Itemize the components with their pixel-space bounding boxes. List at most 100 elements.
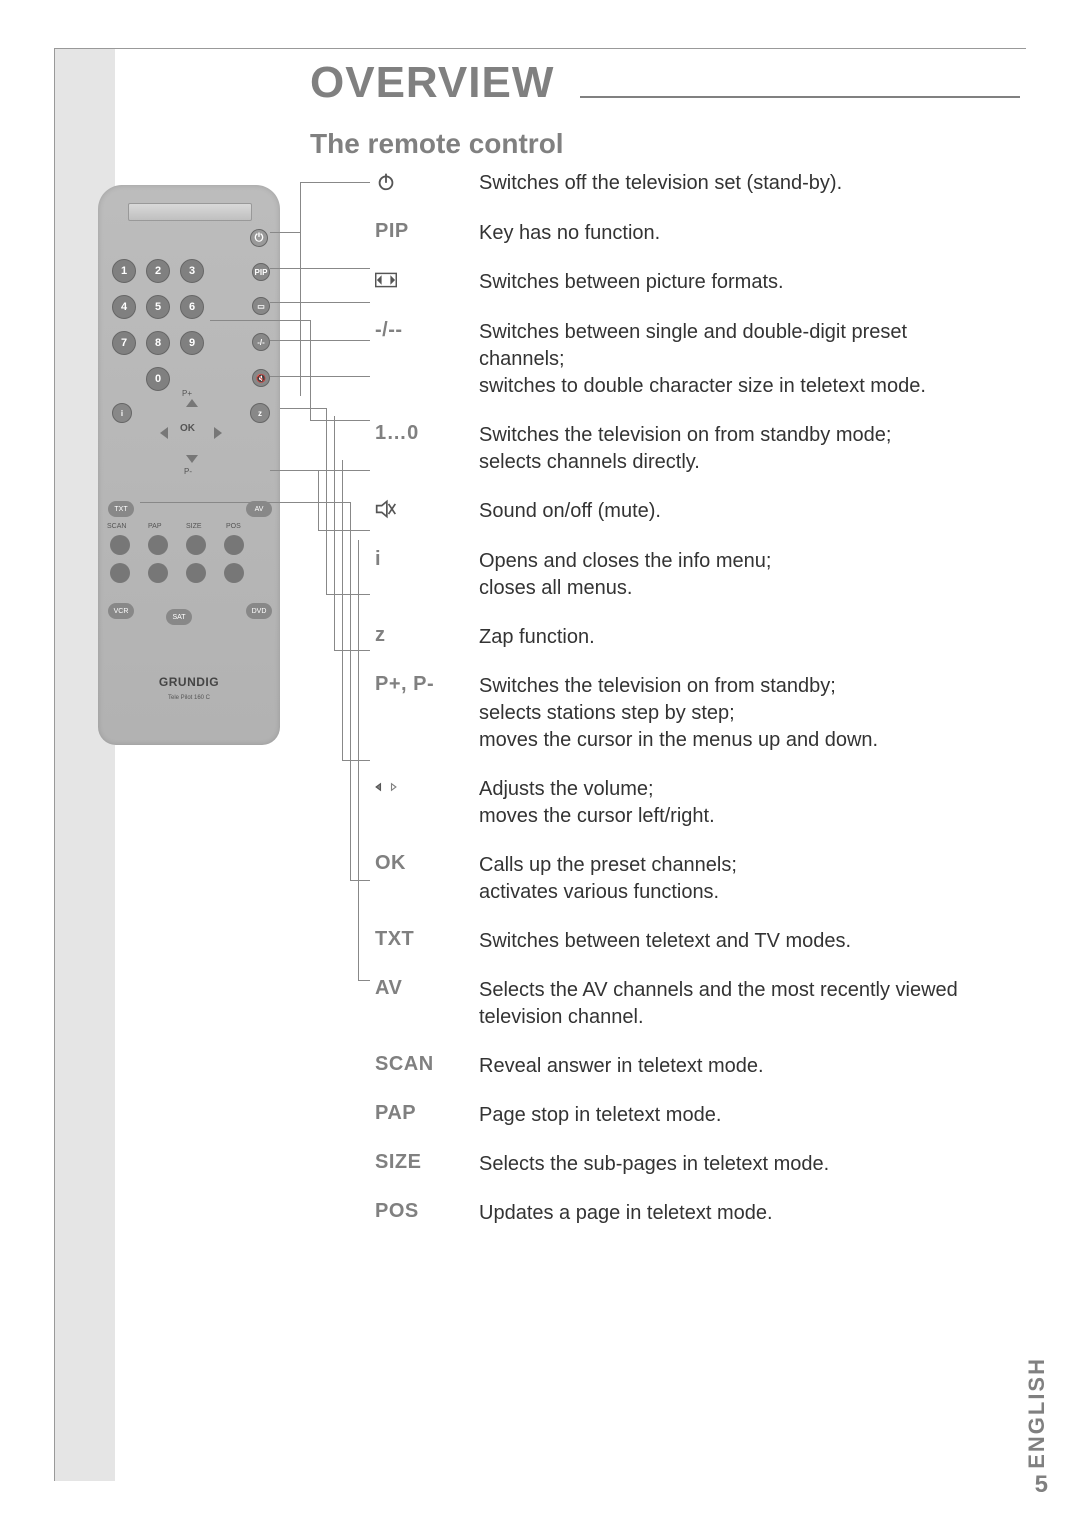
desc-key: 1…0 <box>375 422 479 445</box>
desc-row: 1…0Switches the television on from stand… <box>375 422 985 476</box>
title-rule <box>580 96 1020 98</box>
desc-row: iOpens and closes the info menu;closes a… <box>375 548 985 602</box>
callout-line <box>270 232 300 233</box>
vcr-button: VCR <box>108 603 134 619</box>
pos-button <box>224 535 244 555</box>
format-button: ▭ <box>252 297 270 315</box>
desc-text: Sound on/off (mute). <box>479 498 661 525</box>
digit-toggle-button: -/- <box>252 333 270 351</box>
desc-key: -/-- <box>375 319 479 342</box>
desc-key: z <box>375 624 479 647</box>
desc-text: Selects the sub-pages in teletext mode. <box>479 1151 829 1178</box>
desc-row: zZap function. <box>375 624 985 651</box>
callout-line <box>270 340 370 341</box>
callout-line <box>342 760 370 761</box>
ok-label: OK <box>180 423 195 434</box>
p-minus-label: P- <box>184 467 192 476</box>
desc-text: Opens and closes the info menu;closes al… <box>479 548 771 602</box>
num-7: 7 <box>112 331 136 355</box>
page-subtitle: The remote control <box>310 128 564 160</box>
callout-line <box>326 594 370 595</box>
language-label: ENGLISH <box>1024 1357 1050 1469</box>
desc-text: Page stop in teletext mode. <box>479 1102 721 1129</box>
num-1: 1 <box>112 259 136 283</box>
callout-line <box>358 540 359 980</box>
num-4: 4 <box>112 295 136 319</box>
desc-row: P+, P-Switches the television on from st… <box>375 673 985 754</box>
desc-key: POS <box>375 1200 479 1223</box>
desc-row: PIPKey has no function. <box>375 220 985 247</box>
desc-key: SCAN <box>375 1053 479 1076</box>
callout-line <box>342 460 343 760</box>
desc-row: PAPPage stop in teletext mode. <box>375 1102 985 1129</box>
desc-row: Adjusts the volume;moves the cursor left… <box>375 776 985 830</box>
callout-line <box>350 502 351 880</box>
callout-line <box>334 416 335 650</box>
arrow-down-icon <box>186 455 198 463</box>
callout-line <box>358 980 370 981</box>
desc-text: Switches off the television set (stand-b… <box>479 170 842 197</box>
dvd-button: DVD <box>246 603 272 619</box>
callout-line <box>270 302 370 303</box>
pap-button <box>148 535 168 555</box>
desc-key: P+, P- <box>375 673 479 696</box>
callout-line <box>280 408 326 409</box>
callout-line <box>270 470 370 471</box>
power-button-icon: ⏻ <box>250 229 268 247</box>
desc-text: Key has no function. <box>479 220 660 247</box>
desc-key: i <box>375 548 479 571</box>
desc-text: Calls up the preset channels;activates v… <box>479 852 737 906</box>
desc-row: Switches between picture formats. <box>375 269 985 297</box>
desc-text: Selects the AV channels and the most rec… <box>479 977 985 1031</box>
desc-text: Switches between picture formats. <box>479 269 784 296</box>
callout-line <box>300 182 370 183</box>
page-title: OVERVIEW <box>310 58 554 108</box>
desc-key: SIZE <box>375 1151 479 1174</box>
mute-button: 🔇 <box>252 369 270 387</box>
zap-button: z <box>250 403 270 423</box>
num-0: 0 <box>146 367 170 391</box>
desc-row: TXTSwitches between teletext and TV mode… <box>375 928 985 955</box>
num-2: 2 <box>146 259 170 283</box>
info-button: i <box>112 403 132 423</box>
desc-row: SIZESelects the sub-pages in teletext mo… <box>375 1151 985 1178</box>
callout-line <box>210 320 310 321</box>
desc-key: TXT <box>375 928 479 951</box>
callout-line <box>270 268 370 269</box>
callout-line <box>310 320 311 420</box>
nav-cluster: P+ OK P- <box>140 389 240 479</box>
desc-key: OK <box>375 852 479 875</box>
transport-4 <box>224 563 244 583</box>
desc-row: POSUpdates a page in teletext mode. <box>375 1200 985 1227</box>
mute-icon <box>375 498 479 526</box>
desc-row: OKCalls up the preset channels;activates… <box>375 852 985 906</box>
desc-row: -/--Switches between single and double-d… <box>375 319 985 400</box>
sat-button: SAT <box>166 609 192 625</box>
desc-text: Switches between teletext and TV modes. <box>479 928 851 955</box>
desc-row: Sound on/off (mute). <box>375 498 985 526</box>
callout-line <box>310 420 370 421</box>
transport-2 <box>148 563 168 583</box>
leftright-icon <box>375 776 479 804</box>
page-number: 5 <box>1035 1471 1048 1499</box>
av-button: AV <box>246 501 272 517</box>
callout-line <box>300 232 301 396</box>
desc-key: PIP <box>375 220 479 243</box>
scan-label: SCAN <box>107 523 126 530</box>
desc-text: Zap function. <box>479 624 595 651</box>
callout-line <box>326 408 327 594</box>
desc-text: Switches the television on from standby;… <box>479 673 878 754</box>
desc-text: Updates a page in teletext mode. <box>479 1200 773 1227</box>
p-plus-label: P+ <box>182 389 192 398</box>
callout-line <box>350 880 370 881</box>
desc-key: PAP <box>375 1102 479 1125</box>
description-list: Switches off the television set (stand-b… <box>375 170 985 1249</box>
transport-3 <box>186 563 206 583</box>
desc-text: Switches between single and double-digit… <box>479 319 985 400</box>
pap-label: PAP <box>148 523 162 530</box>
num-3: 3 <box>180 259 204 283</box>
arrow-left-icon <box>160 427 168 439</box>
num-5: 5 <box>146 295 170 319</box>
pos-label: POS <box>226 523 241 530</box>
arrow-right-icon <box>214 427 222 439</box>
